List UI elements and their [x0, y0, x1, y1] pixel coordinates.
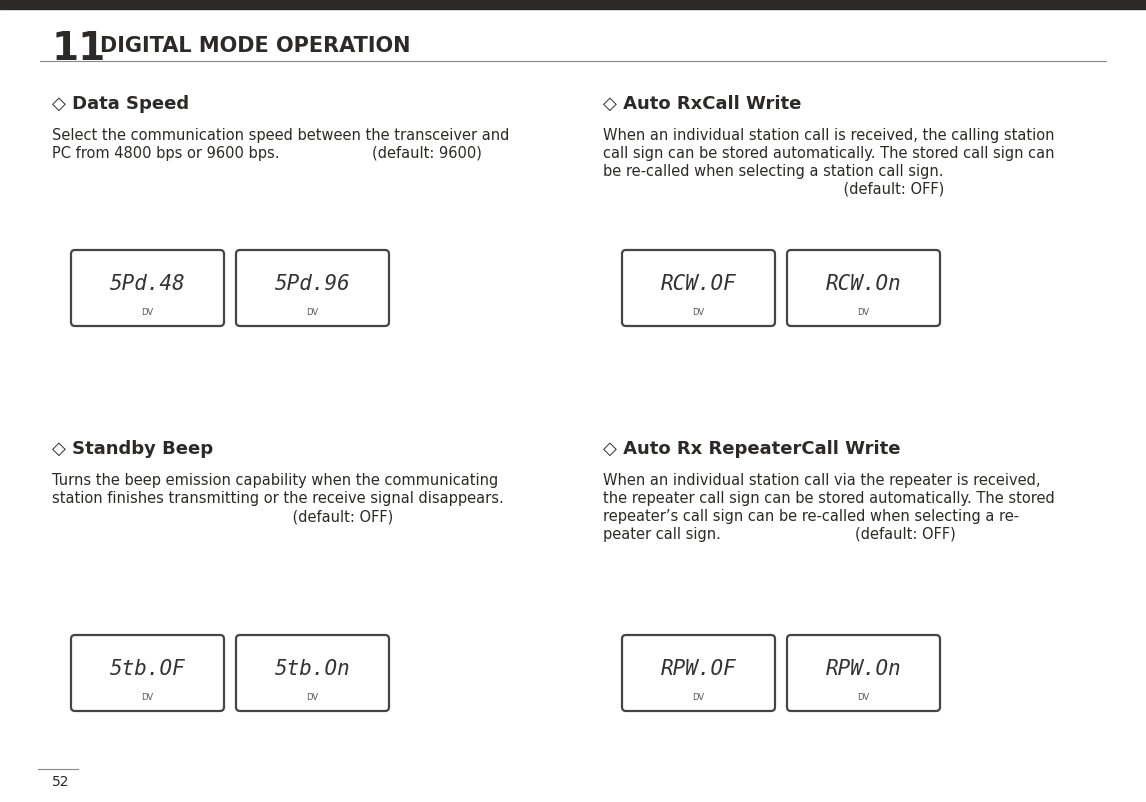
Text: DV: DV — [857, 308, 870, 317]
Text: DIGITAL MODE OPERATION: DIGITAL MODE OPERATION — [100, 36, 410, 56]
FancyBboxPatch shape — [787, 251, 940, 326]
Text: call sign can be stored automatically. The stored call sign can: call sign can be stored automatically. T… — [603, 146, 1054, 160]
Text: (default: OFF): (default: OFF) — [52, 508, 393, 524]
Text: 5Pd.48: 5Pd.48 — [110, 273, 186, 294]
Text: DV: DV — [306, 693, 319, 702]
Text: station finishes transmitting or the receive signal disappears.: station finishes transmitting or the rec… — [52, 490, 504, 505]
Text: DV: DV — [692, 693, 705, 702]
FancyBboxPatch shape — [787, 635, 940, 711]
Text: be re-called when selecting a station call sign.: be re-called when selecting a station ca… — [603, 164, 943, 179]
Text: ◇ Auto RxCall Write: ◇ Auto RxCall Write — [603, 95, 801, 113]
Text: PC from 4800 bps or 9600 bps.                    (default: 9600): PC from 4800 bps or 9600 bps. (default: … — [52, 146, 481, 160]
Text: 5tb.On: 5tb.On — [275, 658, 351, 678]
Text: When an individual station call is received, the calling station: When an individual station call is recei… — [603, 128, 1054, 143]
Text: DV: DV — [857, 693, 870, 702]
Text: DV: DV — [141, 693, 154, 702]
FancyBboxPatch shape — [236, 251, 388, 326]
Text: repeater’s call sign can be re-called when selecting a re-: repeater’s call sign can be re-called wh… — [603, 508, 1019, 524]
Text: 52: 52 — [52, 774, 70, 788]
FancyBboxPatch shape — [71, 251, 223, 326]
Text: ◇ Auto Rx RepeaterCall Write: ◇ Auto Rx RepeaterCall Write — [603, 439, 901, 457]
Text: Turns the beep emission capability when the communicating: Turns the beep emission capability when … — [52, 472, 499, 488]
Text: the repeater call sign can be stored automatically. The stored: the repeater call sign can be stored aut… — [603, 490, 1054, 505]
Text: peater call sign.                             (default: OFF): peater call sign. (default: OFF) — [603, 526, 956, 541]
Text: DV: DV — [692, 308, 705, 317]
FancyBboxPatch shape — [622, 635, 775, 711]
FancyBboxPatch shape — [71, 635, 223, 711]
Text: RPW.On: RPW.On — [825, 658, 902, 678]
Text: ◇ Standby Beep: ◇ Standby Beep — [52, 439, 213, 457]
Text: RCW.On: RCW.On — [825, 273, 902, 294]
Text: 11: 11 — [52, 30, 107, 68]
Text: 5Pd.96: 5Pd.96 — [275, 273, 351, 294]
Text: (default: OFF): (default: OFF) — [603, 182, 944, 196]
FancyBboxPatch shape — [622, 251, 775, 326]
Bar — [0, 0, 1146, 10]
Text: DV: DV — [141, 308, 154, 317]
Text: Select the communication speed between the transceiver and: Select the communication speed between t… — [52, 128, 509, 143]
Text: RCW.OF: RCW.OF — [660, 273, 737, 294]
Text: RPW.OF: RPW.OF — [660, 658, 737, 678]
Text: ◇ Data Speed: ◇ Data Speed — [52, 95, 189, 113]
Text: DV: DV — [306, 308, 319, 317]
Text: 5tb.OF: 5tb.OF — [110, 658, 186, 678]
Text: When an individual station call via the repeater is received,: When an individual station call via the … — [603, 472, 1041, 488]
FancyBboxPatch shape — [236, 635, 388, 711]
